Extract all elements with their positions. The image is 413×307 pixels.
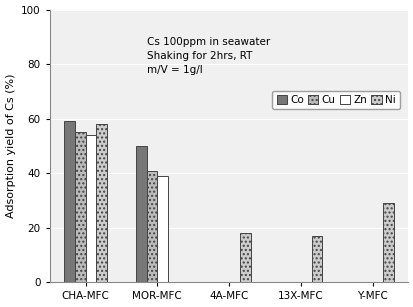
Bar: [75, 132, 85, 282]
Bar: [311, 236, 322, 282]
Bar: [157, 176, 168, 282]
Text: Cs 100ppm in seawater
Shaking for 2hrs, RT
m/V = 1g/l: Cs 100ppm in seawater Shaking for 2hrs, …: [146, 37, 269, 75]
Legend: Co, Cu, Zn, Ni: Co, Cu, Zn, Ni: [272, 91, 399, 110]
Bar: [85, 135, 96, 282]
Bar: [96, 124, 107, 282]
Bar: [135, 146, 146, 282]
Bar: [382, 203, 393, 282]
Y-axis label: Adsorption yield of Cs (%): Adsorption yield of Cs (%): [5, 74, 16, 218]
Bar: [64, 122, 75, 282]
Bar: [239, 233, 250, 282]
Bar: [146, 171, 157, 282]
